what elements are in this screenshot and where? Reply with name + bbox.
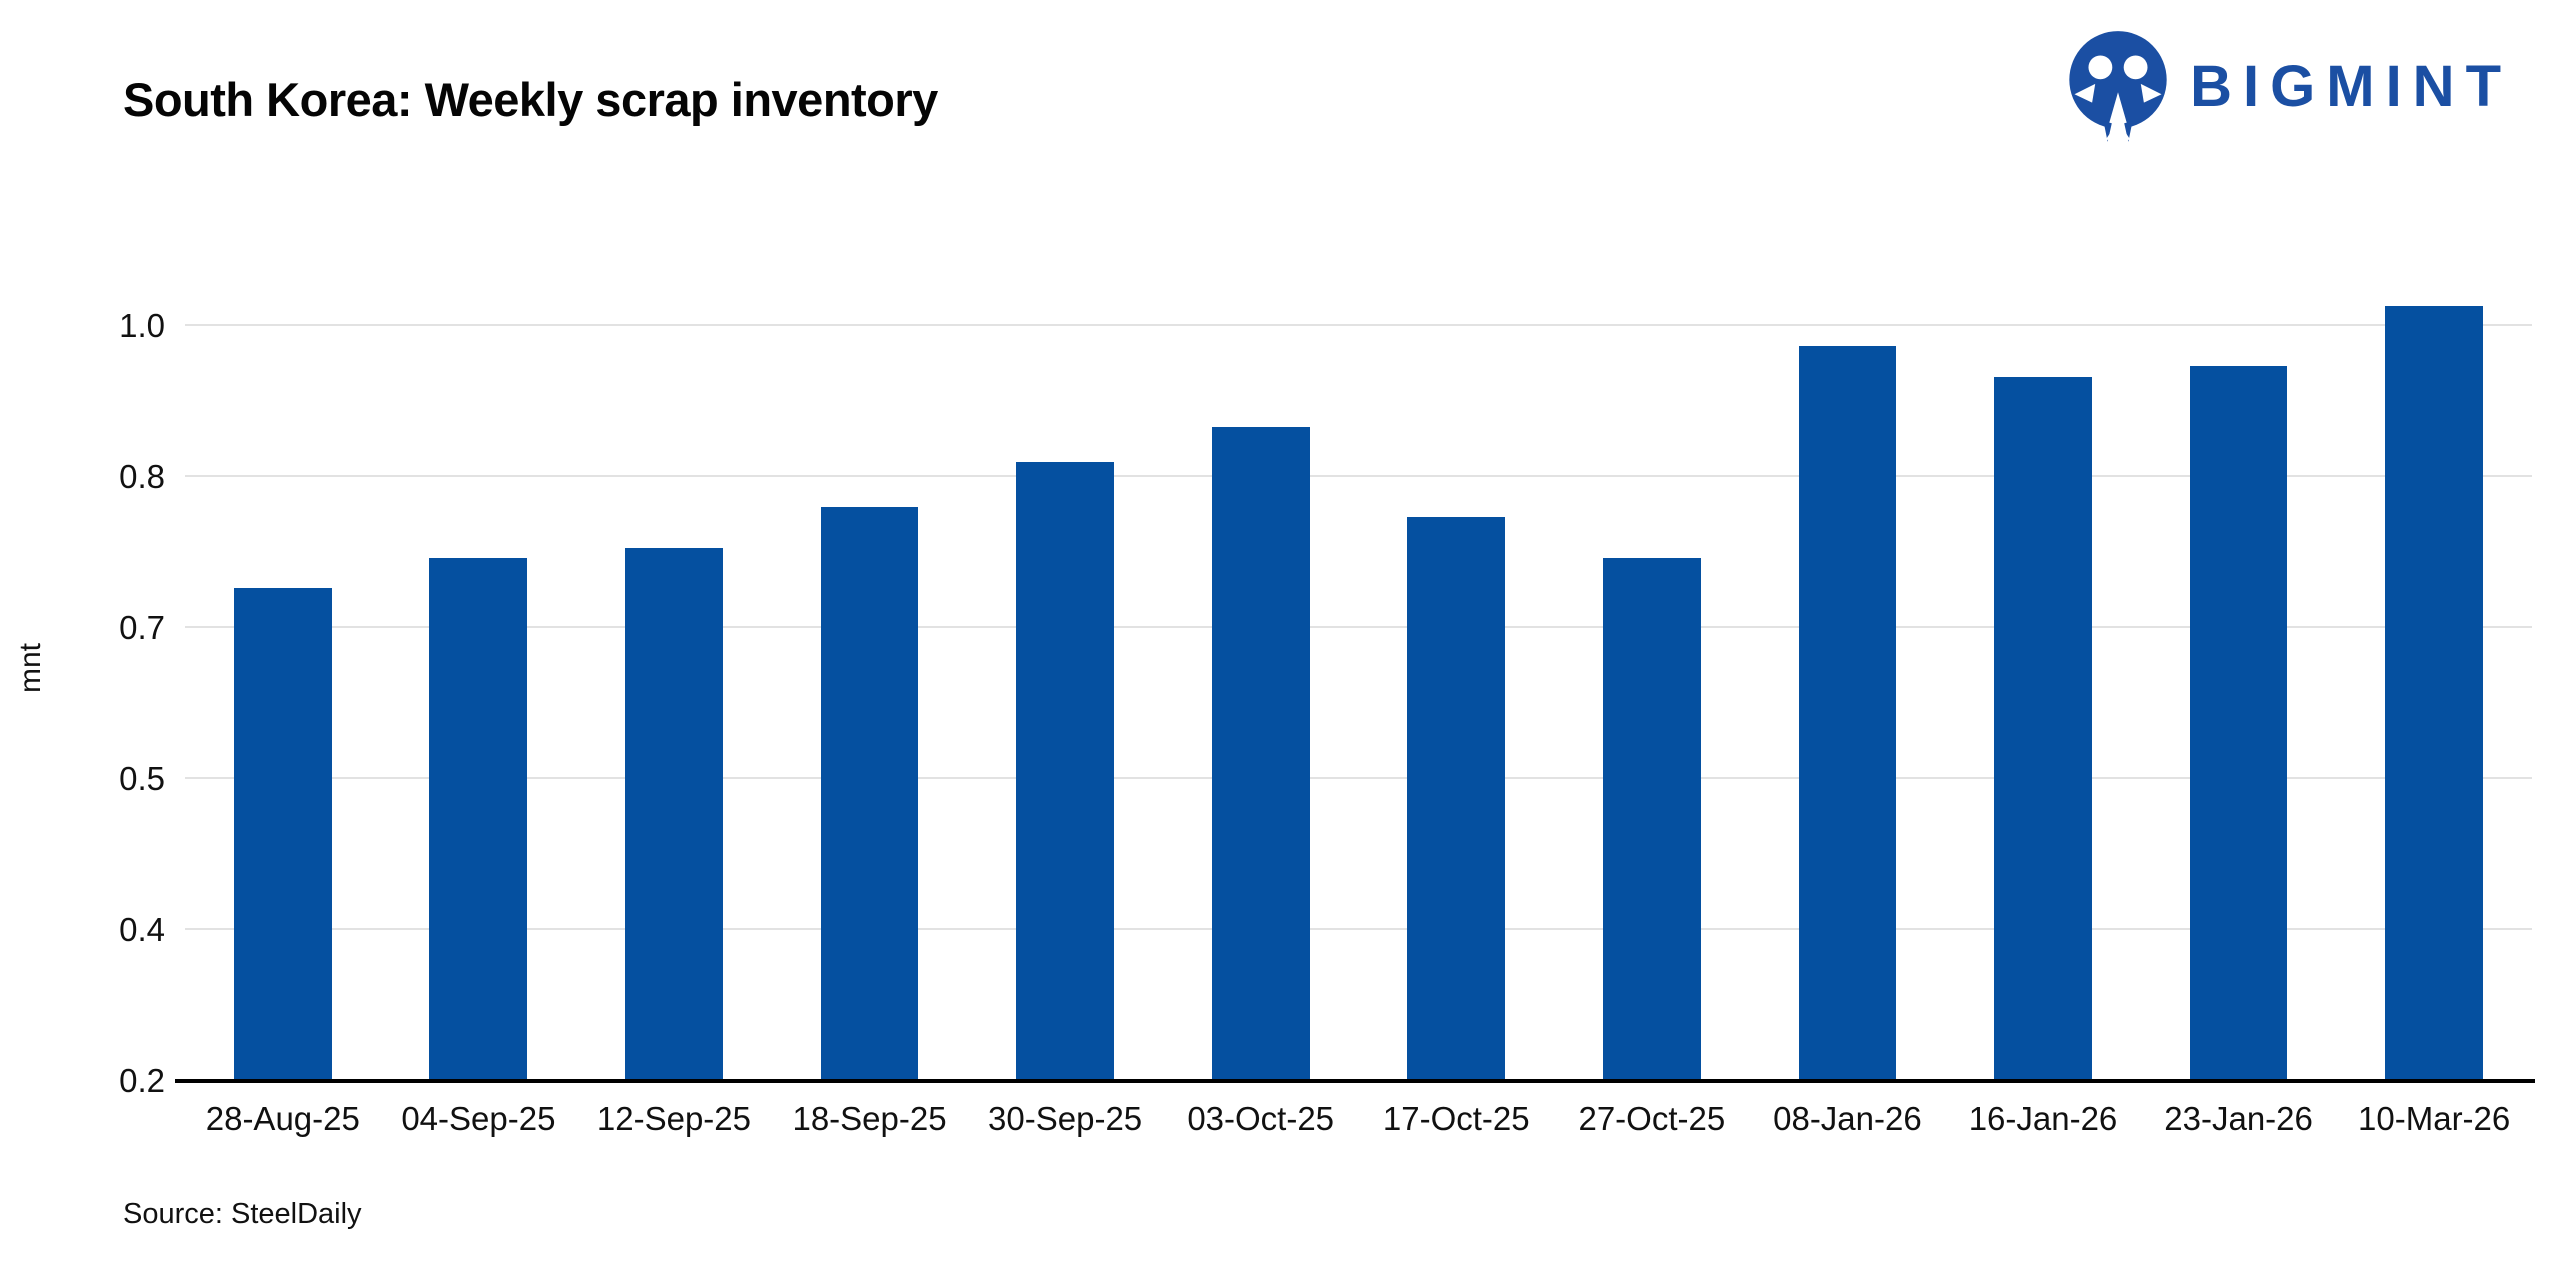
- bar-slot: [381, 300, 577, 1081]
- bar-slot: [772, 300, 968, 1081]
- x-tick-label: 12-Sep-25: [596, 1100, 751, 1137]
- bigmint-logo-icon: [2069, 31, 2167, 142]
- bar-slot: [1163, 300, 1359, 1081]
- bar-slot: [2336, 300, 2532, 1081]
- source-note: Source: SteelDaily: [123, 1198, 362, 1230]
- x-tick-label: 08-Jan-26: [1773, 1100, 1922, 1137]
- bar-12-Sep-25: [625, 547, 723, 1081]
- bar-slot: [1750, 300, 1946, 1081]
- x-tick-label: 18-Sep-25: [792, 1100, 947, 1137]
- bar-slot: [2141, 300, 2337, 1081]
- x-tick-label: 10-Mar-26: [2358, 1100, 2511, 1137]
- bar-slot: [1554, 300, 1750, 1081]
- x-tick-label: 03-Oct-25: [1187, 1100, 1335, 1137]
- y-tick-label: 0.8: [119, 458, 165, 496]
- gridline: [185, 324, 2532, 327]
- plot-area: [185, 300, 2532, 1081]
- gridline: [185, 928, 2532, 931]
- bar-series: [185, 300, 2532, 1081]
- bar-slot: [576, 300, 772, 1081]
- gridline: [185, 626, 2532, 629]
- bar-27-Oct-25: [1602, 557, 1701, 1081]
- bar-slot: [185, 300, 381, 1081]
- x-tick-label: 04-Sep-25: [401, 1100, 556, 1137]
- x-tick-label: 30-Sep-25: [988, 1100, 1143, 1137]
- x-tick-label: 28-Aug-25: [205, 1100, 360, 1137]
- bar-16-Jan-26: [1994, 376, 2092, 1081]
- x-axis-labels: 28-Aug-25 04-Sep-25 12-Sep-25 18-Sep-25 30-S…: [185, 1100, 2532, 1138]
- bar-03-Oct-25: [1211, 426, 1310, 1081]
- x-tick-label: 27-Oct-25: [1578, 1100, 1726, 1137]
- y-axis-ticks: 1.0 0.8 0.7 0.5 0.4 0.2: [55, 300, 165, 1099]
- bar-10-Mar-26: [2385, 306, 2484, 1081]
- bar-08-Jan-26: [1798, 346, 1897, 1081]
- bar-18-Sep-25: [820, 507, 919, 1081]
- bar-23-Jan-26: [2189, 366, 2288, 1081]
- y-tick-label: 0.2: [119, 1062, 165, 1099]
- x-axis-line: [175, 1079, 2535, 1083]
- gridline: [185, 777, 2532, 780]
- x-tick-label: 17-Oct-25: [1382, 1100, 1530, 1137]
- y-tick-label: 0.7: [119, 609, 165, 647]
- bigmint-logo-text: BIGMINT: [2190, 53, 2512, 119]
- y-tick-label: 0.5: [119, 760, 165, 798]
- bar-slot: [1945, 300, 2141, 1081]
- bar-30-Sep-25: [1016, 462, 1114, 1081]
- y-tick-label: 1.0: [119, 307, 165, 345]
- bar-slot: [1358, 300, 1554, 1081]
- x-tick-label: 23-Jan-26: [2164, 1100, 2313, 1137]
- x-tick-label: 16-Jan-26: [1968, 1100, 2118, 1137]
- bar-28-Aug-25: [233, 587, 332, 1081]
- bar-04-Sep-25: [429, 557, 528, 1081]
- chart-title: South Korea: Weekly scrap inventory: [123, 73, 938, 126]
- y-axis-title: mnt: [14, 642, 48, 694]
- y-tick-label: 0.4: [119, 911, 165, 949]
- bigmint-logo: BIGMINT: [2066, 28, 2512, 144]
- bar-17-Oct-25: [1407, 517, 1506, 1081]
- bar-slot: [967, 300, 1163, 1081]
- gridline: [185, 475, 2532, 478]
